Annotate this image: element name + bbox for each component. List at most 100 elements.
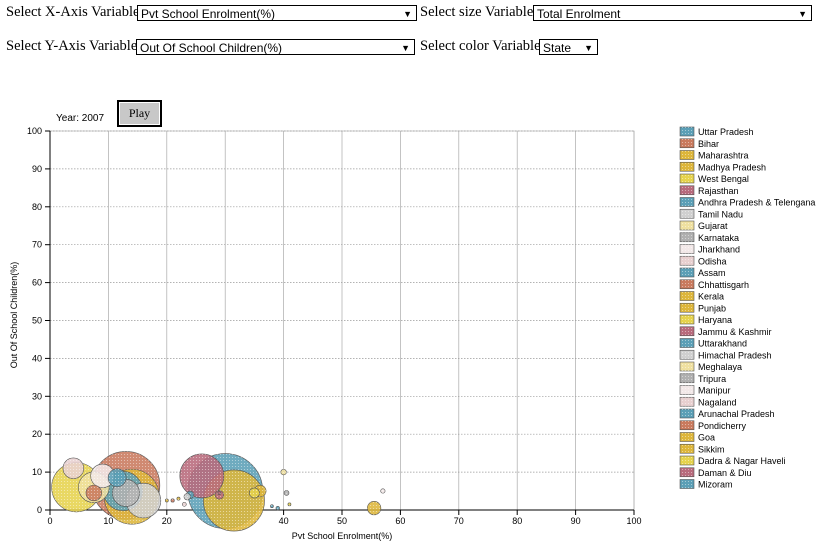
legend-item-mizoram[interactable]: Mizoram: [679, 479, 733, 490]
legend-item-tripura[interactable]: Tripura: [679, 373, 726, 384]
legend-label: Kerala: [698, 292, 724, 302]
chevron-down-icon: ▼: [401, 43, 410, 53]
x-axis-select-value: Pvt School Enrolment(%): [141, 7, 276, 21]
legend-label: Karnataka: [698, 233, 739, 243]
y-tick-label: 90: [32, 164, 42, 174]
legend-item-odisha[interactable]: Odisha: [679, 255, 727, 266]
x-tick-label: 70: [454, 516, 464, 526]
bubble-assam[interactable]: [107, 468, 127, 488]
bubble-himachal-pradesh[interactable]: [183, 493, 191, 501]
legend-label: Rajasthan: [698, 186, 739, 196]
bubble-pondicherry[interactable]: [170, 498, 175, 503]
bubble-arunachal-pradesh[interactable]: [275, 505, 280, 511]
bubble-chhattisgarh[interactable]: [85, 484, 102, 502]
size-select-value: Total Enrolment: [537, 7, 621, 21]
y-axis-title: Out Of School Children(%): [9, 262, 19, 369]
legend-item-uttarakhand[interactable]: Uttarakhand: [679, 338, 747, 349]
legend-item-arunachal-pradesh[interactable]: Arunachal Pradesh: [679, 408, 775, 419]
bubble-daman-diu[interactable]: [217, 491, 222, 495]
legend-item-tamil-nadu[interactable]: Tamil Nadu: [679, 208, 743, 219]
bubble-nagaland[interactable]: [182, 502, 187, 507]
legend-label: Tamil Nadu: [698, 209, 743, 219]
year-label: Year: 2007: [56, 113, 105, 124]
chevron-down-icon: ▼: [403, 9, 412, 19]
x-tick-label: 40: [279, 516, 289, 526]
bubble-kerala[interactable]: [367, 501, 382, 516]
y-tick-label: 10: [32, 467, 42, 477]
bubble-manipur[interactable]: [380, 488, 386, 494]
y-axis-label: Select Y-Axis Variable: [6, 38, 138, 54]
bubble-goa[interactable]: [176, 496, 181, 501]
legend-item-manipur[interactable]: Manipur: [679, 385, 731, 396]
bubble-dadra-nagar-haveli[interactable]: [287, 502, 292, 507]
legend-label: Gujarat: [698, 221, 728, 231]
y-tick-label: 80: [32, 202, 42, 212]
grid-lines: [49, 130, 635, 511]
chevron-down-icon: ▼: [798, 9, 807, 19]
bubble-mizoram[interactable]: [270, 504, 274, 509]
legend-item-uttar-pradesh[interactable]: Uttar Pradesh: [679, 126, 754, 137]
legend-item-jharkhand[interactable]: Jharkhand: [679, 244, 740, 255]
color-select[interactable]: State ▼: [539, 39, 598, 55]
y-tick-label: 50: [32, 316, 42, 326]
y-tick-label: 0: [37, 505, 42, 515]
legend-label: Odisha: [698, 256, 727, 266]
legend-item-gujarat[interactable]: Gujarat: [679, 220, 728, 231]
bubble-meghalaya[interactable]: [280, 468, 287, 476]
legend-label: Nagaland: [698, 397, 737, 407]
legend-item-himachal-pradesh[interactable]: Himachal Pradesh: [679, 349, 772, 360]
legend-item-kerala[interactable]: Kerala: [679, 291, 724, 302]
y-axis-select[interactable]: Out Of School Children(%) ▼: [136, 39, 415, 55]
legend-item-rajasthan[interactable]: Rajasthan: [679, 185, 739, 196]
legend-item-assam[interactable]: Assam: [679, 267, 726, 278]
legend-label: Mizoram: [698, 480, 733, 490]
size-select[interactable]: Total Enrolment ▼: [533, 5, 812, 21]
color-label: Select color Variable: [420, 38, 541, 54]
bubble-haryana[interactable]: [249, 487, 260, 499]
legend-item-bihar[interactable]: Bihar: [679, 138, 719, 149]
legend-label: Goa: [698, 433, 715, 443]
bubble-odisha[interactable]: [62, 457, 85, 479]
legend-item-karnataka[interactable]: Karnataka: [679, 232, 739, 243]
legend-label: Jammu & Kashmir: [698, 327, 772, 337]
y-tick-label: 100: [27, 126, 42, 136]
x-tick-label: 0: [47, 516, 52, 526]
bubble-rajasthan[interactable]: [179, 453, 225, 499]
legend-item-punjab[interactable]: Punjab: [679, 302, 726, 313]
bubble-jharkhand[interactable]: [90, 463, 115, 489]
legend-label: Bihar: [698, 139, 719, 149]
legend-label: Chhattisgarh: [698, 280, 749, 290]
legend-item-nagaland[interactable]: Nagaland: [679, 396, 737, 407]
legend-item-goa[interactable]: Goa: [679, 432, 715, 443]
legend-item-meghalaya[interactable]: Meghalaya: [679, 361, 742, 372]
legend-label: Manipur: [698, 386, 731, 396]
legend-label: Dadra & Nagar Haveli: [698, 456, 786, 466]
play-button[interactable]: Play: [117, 100, 162, 127]
legend-label: Andhra Pradesh & Telengana: [698, 198, 815, 208]
legend-label: Punjab: [698, 303, 726, 313]
legend-item-haryana[interactable]: Haryana: [679, 314, 732, 325]
legend-item-sikkim[interactable]: Sikkim: [679, 443, 725, 454]
bubbles: [51, 451, 386, 532]
legend-item-madhya-pradesh[interactable]: Madhya Pradesh: [679, 161, 766, 172]
x-axis-select[interactable]: Pvt School Enrolment(%) ▼: [137, 5, 417, 21]
legend-label: Jharkhand: [698, 245, 740, 255]
legend-item-pondicherry[interactable]: Pondicherry: [679, 420, 747, 431]
bubble-jammu-kashmir[interactable]: [214, 490, 224, 500]
legend-item-dadra-nagar-haveli[interactable]: Dadra & Nagar Haveli: [679, 455, 786, 466]
legend-item-west-bengal[interactable]: West Bengal: [679, 173, 749, 184]
legend-item-daman-diu[interactable]: Daman & Diu: [679, 467, 752, 478]
legend-item-andhra-pradesh-telengana[interactable]: Andhra Pradesh & Telengana: [679, 197, 815, 208]
x-tick-label: 50: [337, 516, 347, 526]
legend-label: Himachal Pradesh: [698, 350, 772, 360]
bubble-tripura[interactable]: [283, 490, 290, 496]
y-axis-select-value: Out Of School Children(%): [140, 41, 283, 55]
legend-label: Maharashtra: [698, 151, 749, 161]
legend-item-jammu-kashmir[interactable]: Jammu & Kashmir: [679, 326, 772, 337]
x-tick-label: 60: [395, 516, 405, 526]
legend-item-chhattisgarh[interactable]: Chhattisgarh: [679, 279, 749, 290]
legend-item-maharashtra[interactable]: Maharashtra: [679, 150, 749, 161]
bubble-sikkim[interactable]: [164, 498, 169, 503]
x-tick-label: 100: [626, 516, 641, 526]
